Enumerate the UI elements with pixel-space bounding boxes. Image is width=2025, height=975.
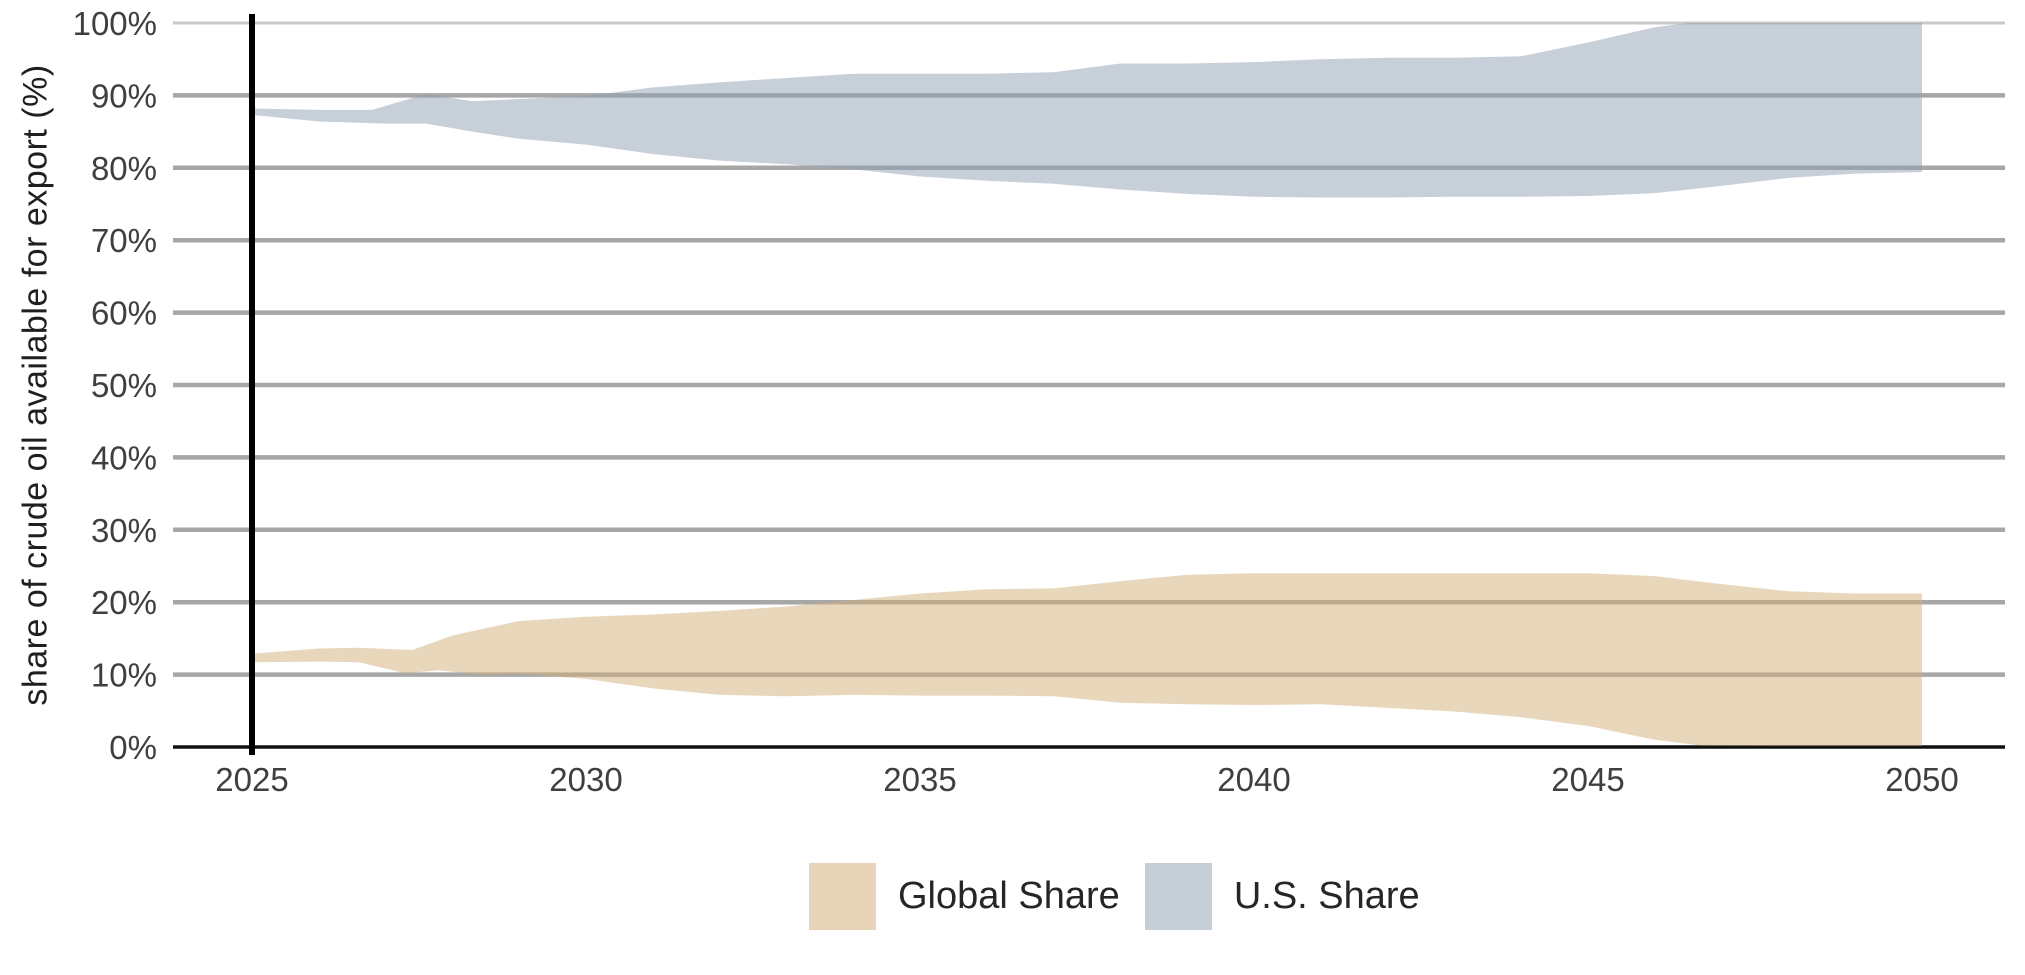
y-tick-label: 20% (91, 584, 157, 621)
x-tick-label: 2050 (1885, 761, 1958, 798)
x-tick-label: 2035 (883, 761, 956, 798)
legend-swatch-us-share (1144, 863, 1212, 930)
y-tick-label: 70% (91, 222, 157, 259)
legend-swatch-global-share (809, 863, 876, 930)
y-tick-label: 10% (91, 657, 157, 694)
plot-area: 0% 10% 20% 30% 40% 50% 60% 70% 80% 90% 100% 2025 203… (73, 5, 2005, 798)
legend-label-us-share: U.S. Share (1233, 875, 1420, 917)
x-tick-label: 2025 (215, 761, 288, 798)
y-axis-title: share of crude oil available for export … (16, 64, 55, 706)
global-share-band (252, 573, 1922, 746)
legend-label-global-share: Global Share (898, 875, 1120, 917)
y-tick-label: 80% (91, 150, 157, 187)
y-tick-label: 50% (91, 367, 157, 404)
y-tick-label: 90% (91, 77, 157, 114)
us-share-band (252, 23, 1922, 198)
y-tick-label: 40% (91, 439, 157, 476)
x-tick-label: 2040 (1217, 761, 1290, 798)
y-tick-label: 100% (73, 5, 157, 42)
y-tick-label: 60% (91, 295, 157, 332)
x-tick-label: 2030 (549, 761, 622, 798)
y-tick-label: 0% (109, 729, 157, 766)
y-tick-label: 30% (91, 512, 157, 549)
legend: Global Share U.S. Share (809, 863, 1420, 930)
legend-item-global-share: Global Share (809, 863, 1120, 930)
legend-item-us-share: U.S. Share (1144, 863, 1420, 930)
x-tick-label: 2045 (1551, 761, 1624, 798)
